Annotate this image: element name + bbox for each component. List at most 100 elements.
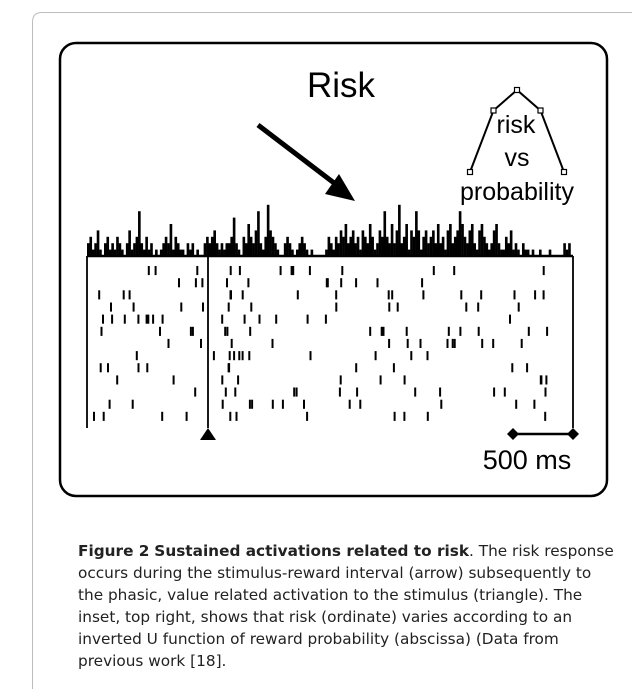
raster-spike: [147, 314, 150, 324]
raster-spike: [513, 290, 516, 300]
raster-spike: [131, 399, 134, 409]
raster-spike: [194, 278, 197, 288]
histogram-bar: [242, 236, 246, 256]
histogram-bar: [196, 249, 199, 256]
histogram-bar: [237, 249, 241, 256]
histogram-bar: [485, 243, 489, 256]
histogram-bar: [135, 236, 139, 256]
raster-spike: [221, 399, 224, 409]
histogram-bar: [89, 236, 93, 256]
histogram-bar: [332, 249, 336, 256]
raster-spike: [189, 326, 192, 336]
histogram-bar: [147, 249, 151, 256]
raster-spike: [382, 326, 385, 336]
inset-point: [466, 168, 474, 176]
inset-point: [513, 86, 521, 94]
histogram-bar: [373, 249, 377, 256]
raster-spike: [406, 338, 409, 348]
raster-spike: [137, 314, 140, 324]
histogram-bar: [429, 236, 433, 256]
histogram-bar: [415, 211, 418, 256]
histogram-bar: [169, 224, 173, 256]
inset-curve: [466, 86, 568, 176]
histogram-bar: [288, 243, 292, 256]
histogram-bar: [463, 236, 467, 256]
raster-spike: [102, 314, 104, 324]
histogram-bar: [524, 249, 528, 256]
raster-spike: [335, 290, 338, 300]
histogram-bar: [300, 236, 304, 256]
raster-plot: [93, 266, 549, 421]
raster-spike: [392, 363, 395, 373]
raster-spike: [229, 266, 232, 276]
raster-spike: [100, 326, 103, 336]
histogram-bar: [449, 224, 452, 256]
raster-spike: [116, 375, 119, 385]
histogram-bar: [108, 249, 112, 256]
raster-spike: [493, 387, 496, 397]
histogram-bar: [91, 249, 95, 256]
histogram: [87, 204, 571, 256]
histogram-bar: [383, 211, 387, 256]
histogram-bar: [402, 236, 406, 256]
histogram-bar: [276, 249, 280, 256]
histogram-bar: [368, 224, 372, 256]
histogram-bar: [291, 249, 294, 256]
raster-spike: [241, 290, 244, 300]
histogram-bar: [94, 243, 97, 256]
histogram-bar: [310, 249, 314, 256]
histogram-bar: [111, 243, 114, 256]
histogram-bar: [354, 243, 357, 256]
raster-spike: [539, 375, 542, 385]
raster-spike: [99, 363, 102, 373]
raster-spike: [393, 411, 396, 421]
raster-spike: [226, 278, 228, 288]
raster-spike: [446, 338, 449, 348]
raster-spike: [403, 375, 406, 385]
raster-spike: [235, 411, 238, 421]
raster-spike: [379, 375, 382, 385]
raster-spike: [511, 363, 514, 373]
histogram-bar: [417, 230, 421, 256]
raster-spike: [542, 290, 545, 300]
raster-spike: [271, 338, 274, 348]
scale-bar-label: 500 ms: [483, 445, 572, 475]
histogram-bar: [271, 236, 275, 256]
histogram-bar: [456, 230, 459, 256]
histogram-bar: [269, 230, 272, 256]
histogram-bar: [208, 243, 212, 256]
raster-spike: [477, 302, 480, 312]
histogram-bar: [225, 243, 229, 256]
raster-spike: [388, 338, 391, 348]
raster-spike: [185, 411, 188, 421]
histogram-bar: [378, 230, 382, 256]
histogram-bar: [492, 230, 496, 256]
histogram-bar: [249, 236, 253, 256]
histogram-bar: [106, 236, 110, 256]
histogram-bar: [349, 236, 353, 256]
histogram-bar: [162, 243, 165, 256]
raster-spike: [250, 302, 253, 312]
raster-spike: [275, 314, 278, 324]
raster-spike: [414, 387, 417, 397]
histogram-bar: [227, 243, 231, 256]
raster-spike: [515, 399, 518, 409]
raster-spike: [93, 411, 95, 421]
raster-spike: [154, 266, 157, 276]
raster-spike: [447, 326, 450, 336]
histogram-bar: [210, 236, 214, 256]
histogram-bar: [116, 236, 119, 256]
histogram-bar: [118, 243, 122, 256]
histogram-bar: [436, 224, 440, 256]
raster-spike: [248, 351, 251, 361]
histogram-bar: [390, 224, 394, 256]
histogram-bar: [167, 243, 170, 256]
inset-label-risk: risk: [497, 111, 536, 139]
histogram-bar: [145, 236, 148, 256]
histogram-bar: [483, 236, 486, 256]
histogram-bar: [347, 243, 350, 256]
histogram-bar: [461, 224, 464, 256]
raster-spike: [167, 338, 170, 348]
histogram-bar: [475, 249, 479, 256]
